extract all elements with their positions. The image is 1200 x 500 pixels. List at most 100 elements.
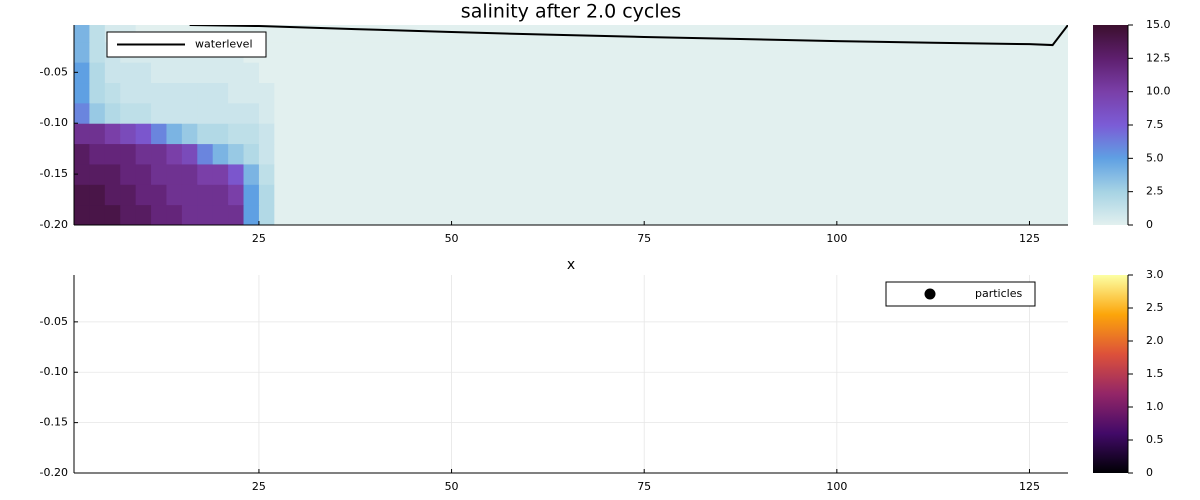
x-tick-label: 100 [826, 232, 847, 245]
legend-label: waterlevel [195, 38, 253, 51]
x-tick-label: 75 [637, 232, 651, 245]
heatmap-cell [89, 25, 106, 43]
heatmap-cell [151, 102, 167, 124]
heatmap-cell [197, 163, 214, 185]
heatmap-cell [166, 204, 183, 225]
colorbar-tick-label: 15.0 [1146, 18, 1171, 31]
heatmap-cell [274, 62, 1068, 84]
heatmap-cell [274, 163, 1068, 185]
heatmap-cell [120, 143, 137, 165]
heatmap-cell [151, 163, 167, 185]
heatmap-cell [151, 204, 167, 225]
heatmap-cell [151, 184, 167, 206]
heatmap-cell [181, 163, 198, 185]
x-tick-label: 125 [1019, 480, 1040, 493]
heatmap-cell [212, 102, 229, 124]
heatmap-cell [197, 102, 214, 124]
x-tick-label: 100 [826, 480, 847, 493]
heatmap-cell [243, 102, 260, 124]
heatmap-cell [243, 184, 260, 206]
heatmap-cell [197, 62, 214, 84]
heatmap-cell [212, 62, 229, 84]
colorbar-tick-label: 3.0 [1146, 268, 1164, 281]
heatmap-cell [89, 184, 106, 206]
heatmap-cell [89, 163, 106, 185]
heatmap-cell [135, 163, 152, 185]
heatmap-cell [228, 143, 245, 165]
y-tick-label: -0.15 [40, 416, 68, 429]
x-tick-label: 75 [637, 480, 651, 493]
heatmap-cell [104, 82, 121, 104]
heatmap-cell [74, 41, 90, 63]
heatmap-cell [181, 82, 198, 104]
heatmap-cell [243, 82, 260, 104]
heatmap-cell [74, 102, 90, 124]
heatmap-cell [89, 123, 106, 145]
heatmap-cell [228, 62, 245, 84]
x-axis-label: x [567, 257, 575, 273]
heatmap-cell [104, 204, 121, 225]
heatmap-cell [104, 163, 121, 185]
x-tick-label: 25 [252, 232, 266, 245]
heatmap-cell [197, 123, 214, 145]
y-tick-label: -0.20 [40, 218, 68, 231]
colorbar-tick-label: 0 [1146, 466, 1153, 479]
heatmap-cell [120, 204, 137, 225]
colorbar-tick-label: 1.5 [1146, 367, 1164, 380]
heatmap-cell [89, 102, 106, 124]
heatmap-cell [258, 123, 275, 145]
heatmap-cell [120, 163, 137, 185]
colorbar-tick-label: 12.5 [1146, 51, 1171, 64]
heatmap-cell [212, 82, 229, 104]
heatmap-cell [197, 184, 214, 206]
heatmap-cell [166, 102, 183, 124]
heatmap-cell [258, 204, 275, 225]
heatmap-cell [74, 25, 90, 43]
heatmap-cell [74, 204, 90, 225]
heatmap-cell [228, 184, 245, 206]
heatmap-cell [89, 82, 106, 104]
heatmap-cell [243, 204, 260, 225]
heatmap-cell [274, 143, 1068, 165]
colorbar-tick-label: 2.0 [1146, 334, 1164, 347]
heatmap-cell [166, 62, 183, 84]
heatmap-cell [74, 62, 90, 84]
heatmap-cell [258, 82, 275, 104]
heatmap-cell [74, 123, 90, 145]
heatmap-cell [135, 62, 152, 84]
x-tick-label: 125 [1019, 232, 1040, 245]
heatmap-cell [228, 204, 245, 225]
heatmap-cell [89, 62, 106, 84]
heatmap-cell [166, 163, 183, 185]
heatmap-cell [166, 184, 183, 206]
heatmap-cell [89, 204, 106, 225]
heatmap-cell [104, 143, 121, 165]
heatmap-cell [181, 123, 198, 145]
heatmap-cell [120, 82, 137, 104]
heatmap-cell [151, 62, 167, 84]
colorbar-tick-label: 0.5 [1146, 433, 1164, 446]
heatmap-cell [274, 204, 1068, 225]
heatmap-cell [243, 163, 260, 185]
colorbar-tick-label: 1.0 [1146, 400, 1164, 413]
chart-title: salinity after 2.0 cycles [461, 1, 681, 23]
legend-box [885, 281, 1036, 307]
heatmap-cell [104, 102, 121, 124]
heatmap-cell [166, 123, 183, 145]
heatmap-cell [212, 204, 229, 225]
heatmap-cell [181, 204, 198, 225]
legend-label: particles [975, 287, 1022, 300]
heatmap-cell [135, 82, 152, 104]
colorbar [1093, 25, 1128, 225]
colorbar-tick-label: 7.5 [1146, 118, 1164, 131]
heatmap-cell [212, 184, 229, 206]
heatmap-cell [228, 123, 245, 145]
heatmap-cell [74, 82, 90, 104]
x-tick-label: 50 [445, 480, 459, 493]
heatmap-cell [104, 62, 121, 84]
plot-area [74, 25, 1068, 225]
colorbar-tick-label: 0 [1146, 218, 1153, 231]
heatmap-cell [228, 163, 245, 185]
water-line [189, 25, 1068, 47]
